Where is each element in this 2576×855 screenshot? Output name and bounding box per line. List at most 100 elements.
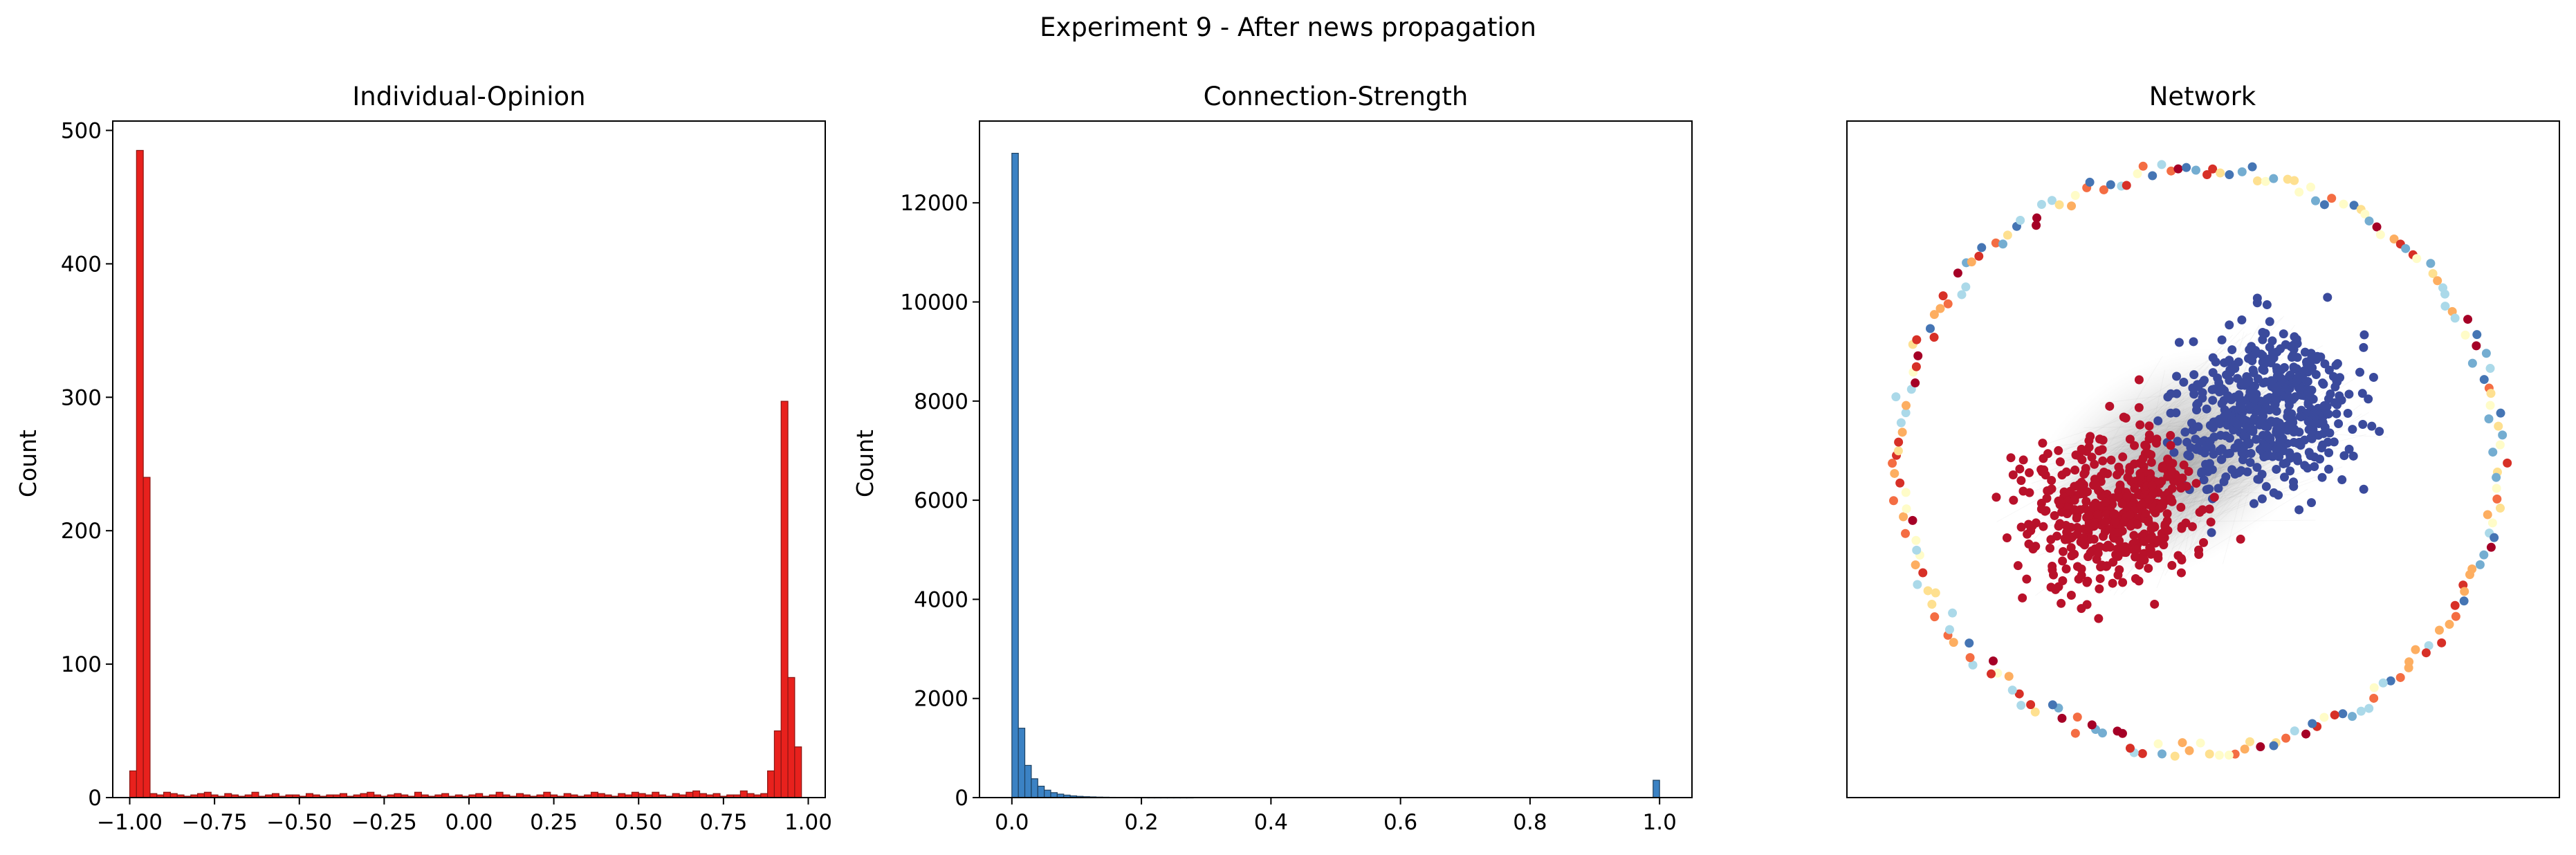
network-node — [2070, 728, 2080, 738]
network-node — [2191, 479, 2201, 488]
network-node — [2239, 431, 2249, 441]
network-node — [2337, 395, 2346, 405]
y-tick-label: 0 — [955, 786, 968, 811]
y-tick-label: 500 — [61, 119, 102, 144]
network-node — [2122, 492, 2132, 502]
network-node — [2048, 700, 2057, 710]
network-node — [2157, 160, 2166, 169]
network-node — [2303, 463, 2312, 473]
network-node — [1890, 468, 1899, 478]
network-node — [2129, 531, 2139, 540]
network-node — [2284, 401, 2294, 410]
network-node — [2183, 450, 2193, 460]
network-node — [2077, 455, 2087, 465]
network-node — [2062, 509, 2072, 519]
network-node — [2079, 469, 2089, 479]
network-node — [2245, 458, 2255, 468]
connection-chart-title: Connection-Strength — [1204, 82, 1469, 111]
network-edge — [2023, 411, 2195, 482]
network-node — [2047, 196, 2057, 205]
network-node — [2014, 689, 2024, 699]
network-edge — [2146, 381, 2227, 462]
network-node — [2205, 749, 2214, 759]
network-node — [2307, 353, 2317, 362]
network-node — [2290, 726, 2299, 736]
network-node — [1927, 600, 1937, 609]
network-node — [2289, 362, 2299, 372]
network-node — [2378, 678, 2388, 688]
network-node — [2348, 712, 2357, 721]
network-node — [2485, 364, 2495, 374]
network-node — [2261, 398, 2270, 407]
histogram-bar — [652, 791, 660, 798]
network-node — [2317, 472, 2327, 482]
network-node — [1912, 335, 1922, 344]
connection-y-axis: 0 2000 4000 6000 8000 10000 12000 — [900, 191, 979, 811]
network-node — [2015, 464, 2025, 474]
network-node — [2389, 235, 2399, 244]
network-node — [2208, 353, 2218, 362]
histogram-bar — [692, 790, 701, 798]
network-node — [2319, 379, 2328, 389]
network-node — [1991, 493, 2001, 502]
x-tick-label: 0.50 — [615, 810, 663, 835]
network-node — [2219, 477, 2229, 486]
network-node — [2238, 403, 2247, 413]
opinion-y-axis-label: Count — [15, 430, 42, 497]
network-node — [2367, 421, 2377, 431]
network-node — [2151, 439, 2161, 448]
network-node — [2360, 209, 2370, 219]
network-node — [2099, 185, 2108, 194]
network-node — [2182, 163, 2191, 172]
network-node — [2137, 499, 2146, 509]
network-node — [2146, 534, 2155, 544]
network-node — [2411, 645, 2420, 654]
network-node — [2061, 564, 2071, 574]
network-node — [2460, 330, 2470, 340]
network-node — [2004, 672, 2014, 681]
network-node — [2036, 199, 2046, 209]
network-node — [1911, 560, 1920, 570]
network-node — [2184, 746, 2194, 755]
network-node — [2369, 683, 2379, 692]
network-node — [2284, 371, 2294, 381]
network-node — [2375, 427, 2384, 436]
network-node — [2412, 254, 2422, 264]
network-node — [2135, 472, 2145, 481]
network-node — [2495, 440, 2505, 450]
network-node — [2048, 562, 2057, 571]
network-node — [2054, 200, 2064, 210]
network-chart-title: Network — [2149, 82, 2256, 111]
network-node — [1894, 437, 1904, 447]
network-node — [2092, 509, 2102, 519]
network-node — [2307, 434, 2317, 443]
network-node — [2174, 338, 2184, 347]
network-node — [2070, 481, 2079, 491]
network-node — [2319, 200, 2329, 210]
histogram-bar — [251, 791, 259, 798]
network-node — [2330, 398, 2339, 407]
network-node — [1944, 625, 1954, 634]
connection-y-axis-label: Count — [852, 430, 878, 497]
network-node — [2133, 169, 2142, 178]
network-node — [2472, 341, 2481, 351]
network-node — [2237, 167, 2247, 176]
network-node — [2301, 729, 2311, 739]
network-node — [2148, 171, 2158, 181]
x-tick-label: 0.75 — [699, 810, 747, 835]
network-axes-frame — [1846, 120, 2560, 798]
network-node — [2250, 381, 2260, 391]
y-tick-label: 200 — [61, 519, 102, 544]
network-node — [2126, 510, 2135, 520]
network-node — [2331, 360, 2341, 370]
x-tick-label: −0.25 — [351, 810, 417, 835]
network-node — [2495, 504, 2505, 513]
network-node — [2184, 467, 2193, 477]
network-node — [2272, 387, 2282, 397]
histogram-bar — [739, 790, 748, 798]
network-node — [2249, 499, 2258, 508]
network-node — [2248, 393, 2258, 403]
network-node — [2083, 487, 2092, 497]
network-node — [2054, 445, 2063, 455]
y-tick-label: 12000 — [900, 191, 968, 216]
